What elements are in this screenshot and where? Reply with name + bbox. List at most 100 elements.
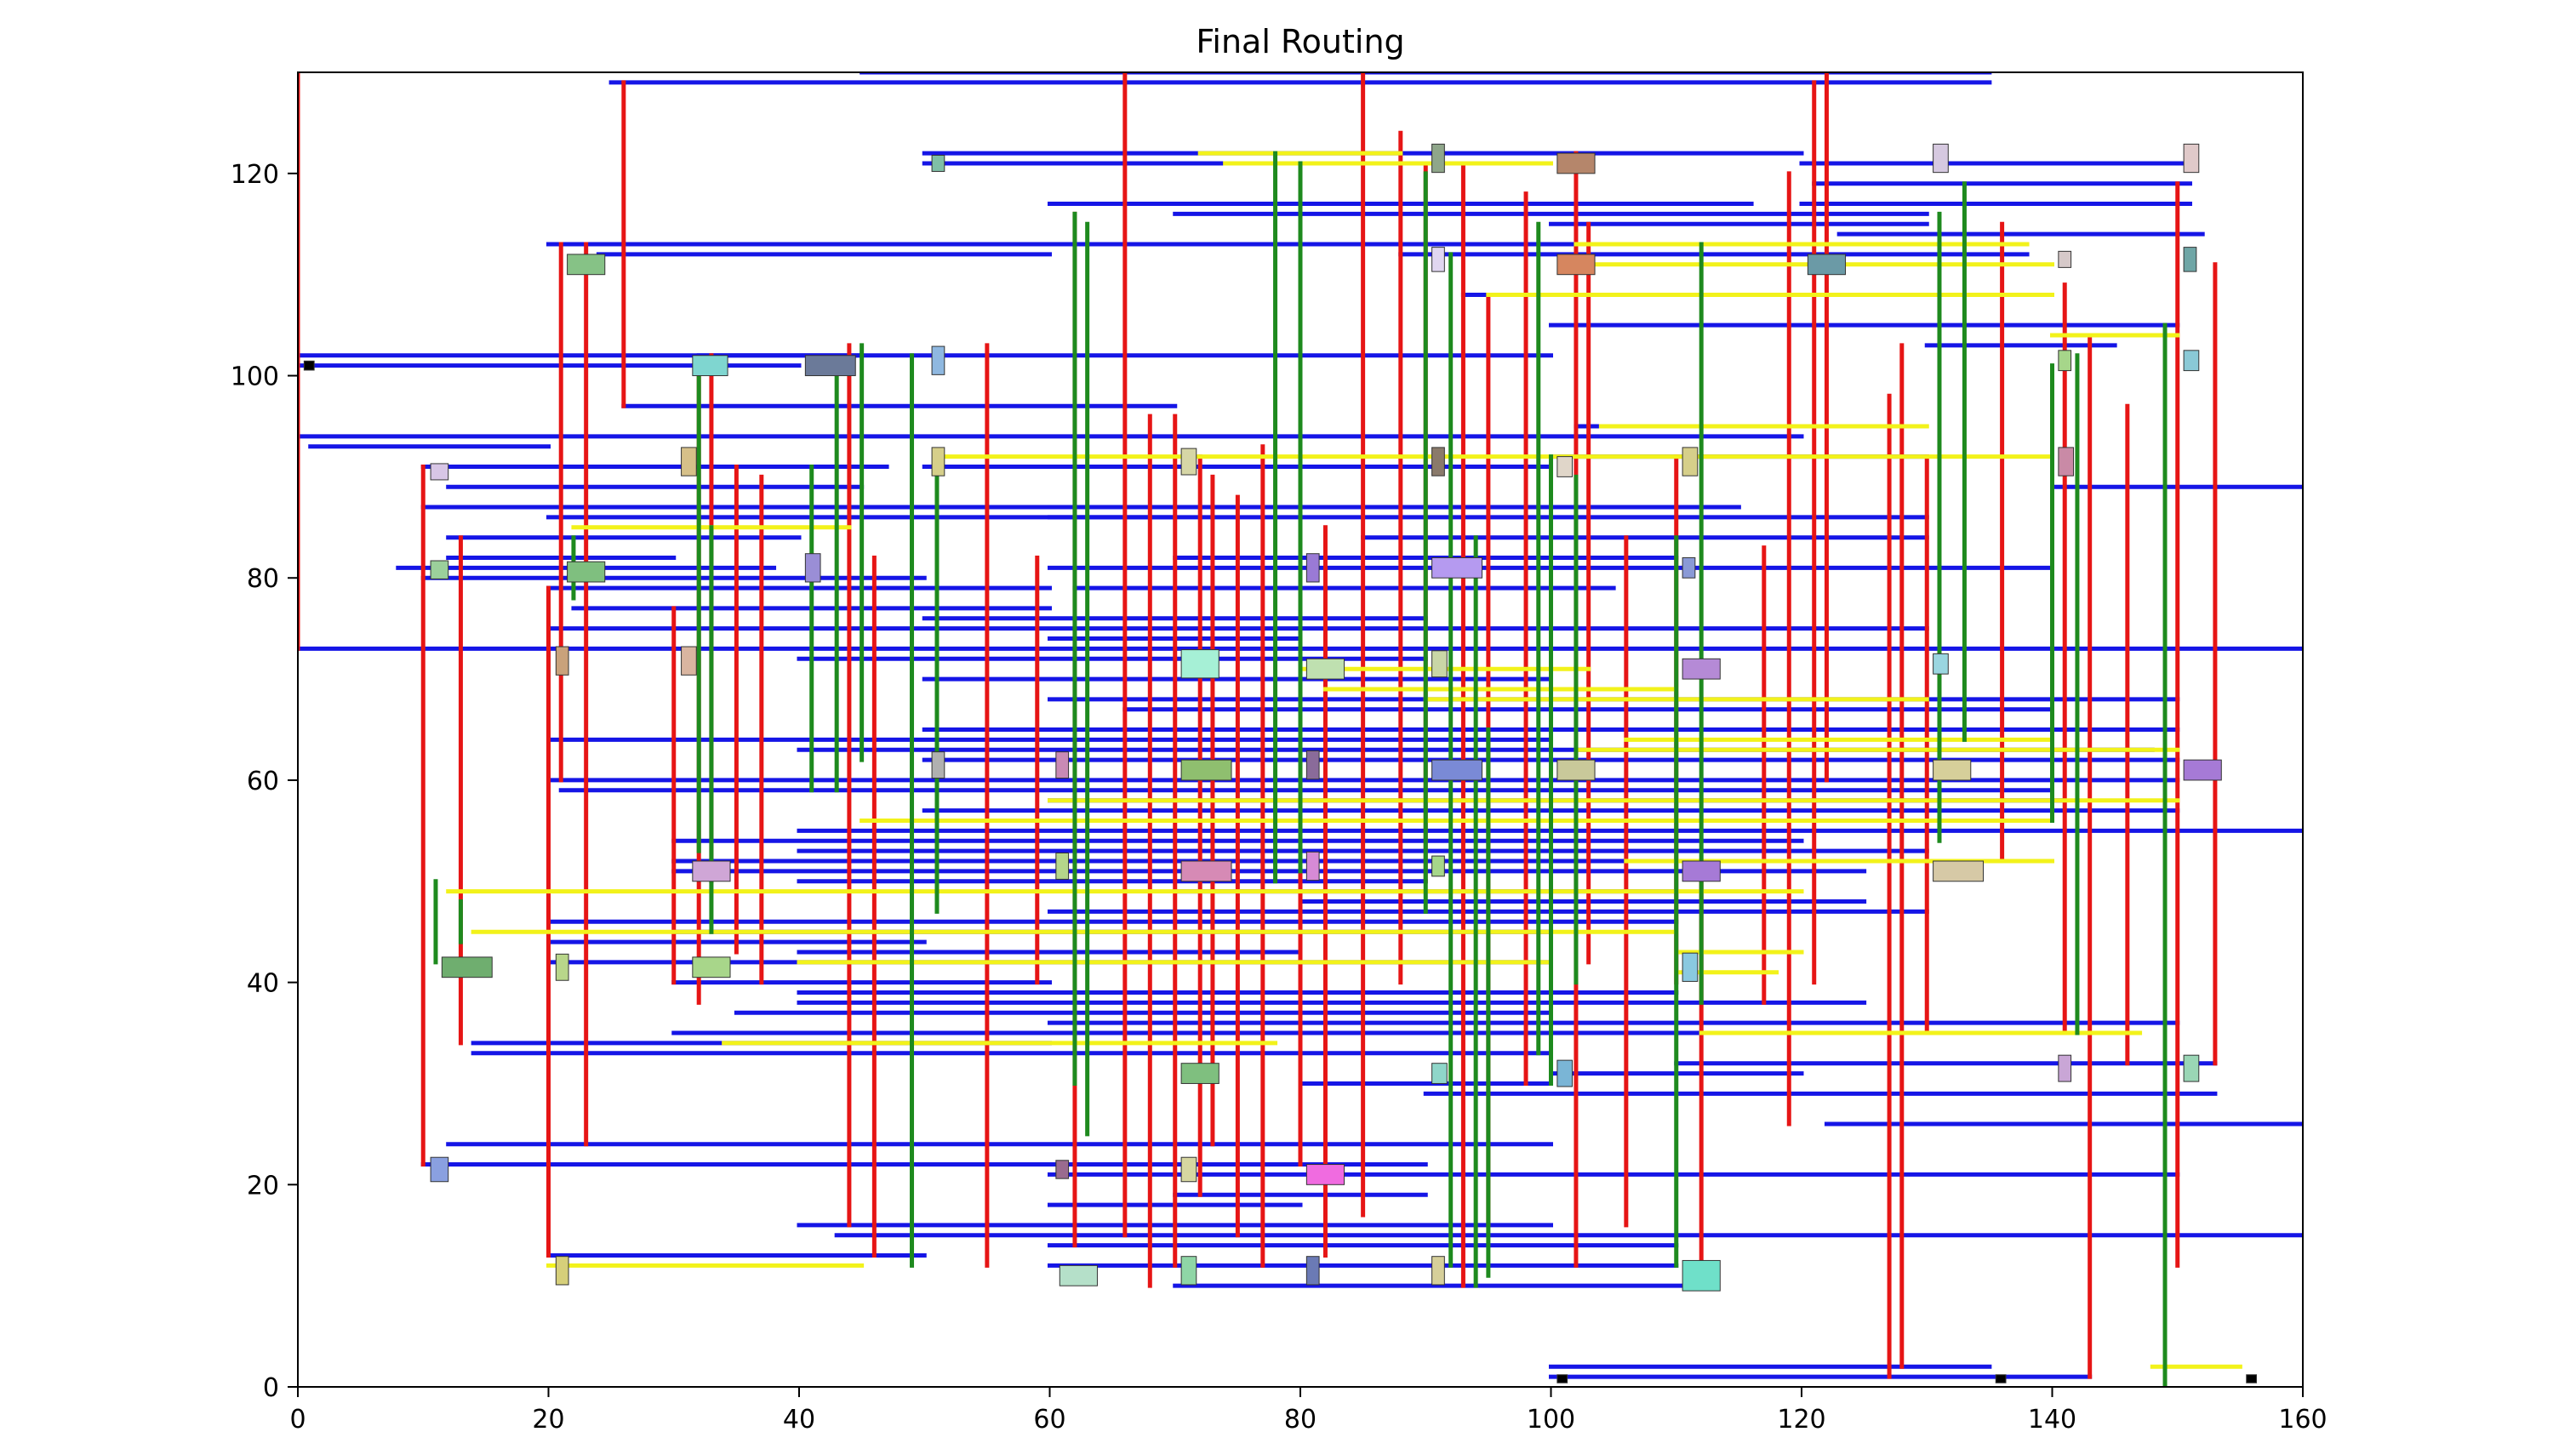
placed-cell xyxy=(1180,759,1232,781)
placed-cell xyxy=(1556,456,1574,477)
red-wire-group xyxy=(298,72,2218,1379)
io-pin xyxy=(1556,1374,1568,1383)
placed-cell xyxy=(1682,658,1721,680)
placed-cell xyxy=(2183,350,2200,372)
placed-cells xyxy=(303,143,2258,1383)
placed-cell xyxy=(555,1256,569,1286)
io-pin xyxy=(1995,1374,2007,1383)
placed-cell xyxy=(567,561,606,583)
placed-cell xyxy=(1556,759,1596,781)
placed-cell xyxy=(1180,1063,1219,1084)
placed-cell xyxy=(681,646,697,676)
placed-cell xyxy=(1305,553,1320,583)
placed-cell xyxy=(1933,759,1972,781)
y-tick-label: 0 xyxy=(263,1373,279,1403)
x-tick-label: 20 xyxy=(532,1405,564,1435)
placed-cell xyxy=(2183,143,2200,174)
io-pin xyxy=(2246,1374,2258,1383)
placed-cell xyxy=(2183,1054,2200,1082)
placed-cell xyxy=(1556,1059,1574,1087)
placed-cell xyxy=(1305,851,1320,881)
placed-cell xyxy=(2058,1054,2072,1082)
placed-cell xyxy=(1431,247,1445,272)
placed-cell xyxy=(555,646,569,676)
placed-cell xyxy=(1682,860,1721,882)
x-tick-label: 160 xyxy=(2278,1405,2327,1435)
placed-cell xyxy=(1180,649,1219,679)
placed-cell xyxy=(931,447,945,476)
placed-cell xyxy=(1682,556,1696,579)
routing-wires xyxy=(298,72,2303,1387)
placed-cell xyxy=(1431,650,1448,678)
placed-cell xyxy=(692,956,731,978)
placed-cell xyxy=(441,956,493,978)
placed-cell xyxy=(555,953,569,981)
x-tick-label: 100 xyxy=(1527,1405,1575,1435)
placed-cell xyxy=(1305,750,1320,780)
placed-cell xyxy=(1305,658,1345,680)
placed-cell xyxy=(1682,952,1699,982)
placed-cell xyxy=(2058,250,2072,268)
y-tick-label: 20 xyxy=(247,1171,279,1201)
placed-cell xyxy=(1055,1160,1070,1179)
placed-cell xyxy=(1431,1256,1445,1286)
placed-cell xyxy=(1180,448,1197,476)
y-axis: 0 20 40 60 80 100 120 xyxy=(231,160,298,1403)
placed-cell xyxy=(931,345,945,375)
placed-cell xyxy=(692,860,731,882)
placed-cell xyxy=(2058,447,2075,476)
placed-cell xyxy=(1180,1156,1197,1183)
placed-cell xyxy=(1431,1063,1448,1084)
placed-cell xyxy=(1933,653,1949,675)
placed-cell xyxy=(1807,254,1847,276)
placed-cell xyxy=(1431,855,1445,877)
y-tick-label: 60 xyxy=(247,767,279,796)
green-wire-group xyxy=(433,151,2168,1387)
placed-cell xyxy=(931,751,945,779)
placed-cell xyxy=(681,447,697,476)
y-tick-label: 120 xyxy=(231,160,279,190)
placed-cell xyxy=(430,1156,449,1183)
placed-cell xyxy=(931,154,945,172)
x-tick-label: 40 xyxy=(783,1405,815,1435)
placed-cell xyxy=(1305,1164,1345,1185)
placed-cell xyxy=(1305,1256,1320,1286)
x-tick-label: 120 xyxy=(1777,1405,1825,1435)
placed-cell xyxy=(1682,447,1699,476)
placed-cell xyxy=(804,553,821,583)
x-axis: 0 20 40 60 80 100 120 140 160 xyxy=(289,1387,2328,1435)
placed-cell xyxy=(1055,751,1070,779)
x-tick-label: 60 xyxy=(1033,1405,1065,1435)
placed-cell xyxy=(1556,254,1596,276)
plot-area xyxy=(297,71,2304,1388)
placed-cell xyxy=(1059,1264,1098,1286)
placed-cell xyxy=(804,355,856,377)
placed-cell xyxy=(430,560,449,579)
placed-cell xyxy=(1055,852,1070,880)
placed-cell xyxy=(2058,350,2072,372)
x-tick-label: 140 xyxy=(2028,1405,2076,1435)
io-pin xyxy=(303,360,315,371)
placed-cell xyxy=(1431,447,1445,476)
placed-cell xyxy=(1933,143,1949,174)
x-tick-label: 0 xyxy=(289,1405,306,1435)
y-tick-label: 100 xyxy=(231,362,279,392)
placed-cell xyxy=(1933,860,1985,882)
placed-cell xyxy=(692,355,728,377)
y-tick-label: 40 xyxy=(247,969,279,999)
placed-cell xyxy=(567,254,606,276)
placed-cell xyxy=(2183,247,2197,272)
chart-title: Final Routing xyxy=(1196,23,1404,60)
y-tick-label: 80 xyxy=(247,564,279,594)
placed-cell xyxy=(1682,1259,1721,1292)
placed-cell xyxy=(2183,759,2222,781)
placed-cell xyxy=(1180,860,1232,882)
x-tick-label: 80 xyxy=(1284,1405,1317,1435)
placed-cell xyxy=(1431,759,1483,781)
placed-cell xyxy=(1180,1256,1197,1286)
placed-cell xyxy=(430,463,449,481)
placed-cell xyxy=(1431,556,1483,579)
placed-cell xyxy=(1556,152,1596,174)
placed-cell xyxy=(1431,143,1445,174)
